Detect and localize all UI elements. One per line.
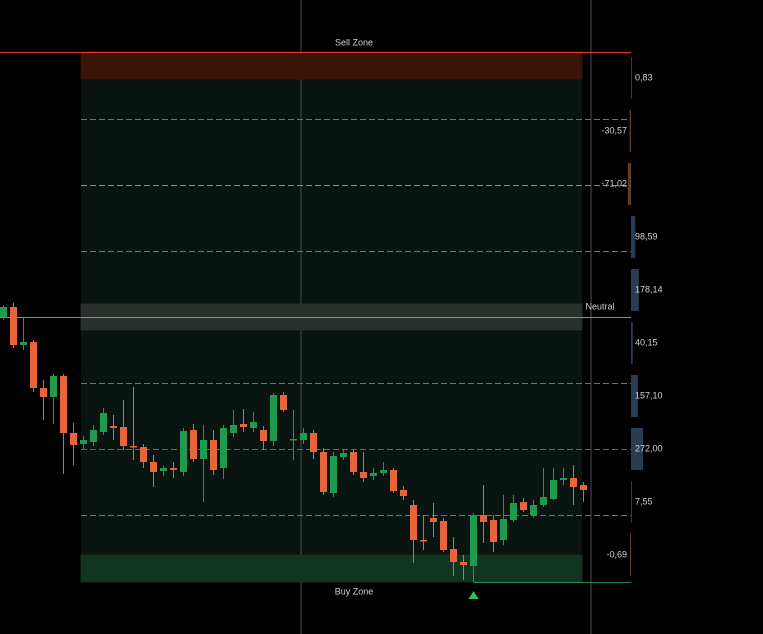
candle-body [510, 503, 517, 520]
zone-label: Neutral [585, 301, 614, 311]
profile-bar [631, 375, 638, 417]
candle-body [430, 518, 437, 522]
signal-marker [468, 591, 479, 599]
candle-body [480, 515, 487, 522]
candle-body [10, 307, 17, 345]
candle-body [30, 342, 37, 388]
candle-body [460, 562, 467, 565]
profile-label: -0,69 [606, 549, 627, 559]
zone [80, 554, 583, 583]
candle-body [410, 505, 417, 540]
candle-body [150, 462, 157, 472]
candle-body [450, 549, 457, 562]
candle-body [550, 480, 557, 499]
profile-label: -30,57 [601, 125, 627, 135]
candle-body [130, 446, 137, 448]
profile-bar [631, 428, 643, 470]
candle-body [580, 485, 587, 490]
profile-label: 40,15 [635, 337, 658, 347]
candle-body [290, 439, 297, 441]
candle-body [70, 433, 77, 445]
profile-bar [631, 216, 636, 258]
candle-body [280, 395, 287, 410]
candle-body [490, 520, 497, 542]
candle-body [60, 376, 67, 433]
candle-body [300, 433, 307, 440]
profile-bar [630, 534, 631, 576]
candle-body [80, 440, 87, 444]
candle-body [100, 413, 107, 432]
candle-body [190, 430, 197, 459]
profile-label: 7,55 [635, 496, 653, 506]
profile-bar [631, 57, 632, 99]
profile-bar [629, 110, 631, 152]
zone-label: Buy Zone [335, 586, 374, 596]
candle-body [200, 440, 207, 459]
candle-body [260, 430, 267, 441]
candle-body [310, 433, 317, 452]
candle-body [180, 431, 187, 472]
profile-label: 157,10 [635, 390, 663, 400]
candle-body [520, 502, 527, 510]
candle-body [160, 468, 167, 471]
candle-body [0, 307, 7, 317]
candle-body [570, 478, 577, 487]
candle-body [330, 456, 337, 493]
candle-body [50, 376, 57, 397]
zone-label: Sell Zone [335, 37, 373, 47]
candle-body [350, 452, 357, 472]
profile-bar [631, 322, 633, 364]
candle-body [560, 478, 567, 480]
candle-body [500, 519, 507, 540]
profile-label: 272,00 [635, 443, 663, 453]
candle-body [40, 388, 47, 397]
candle-body [250, 422, 257, 428]
profile-label: 0,83 [635, 72, 653, 82]
candle-body [340, 453, 347, 457]
candle-body [390, 470, 397, 491]
profile-label: -71,02 [601, 178, 627, 188]
candle-body [540, 497, 547, 505]
profile-bar [631, 481, 632, 523]
candle-body [240, 424, 247, 427]
profile-bar [631, 269, 639, 311]
candle-body [230, 425, 237, 433]
candle-body [110, 426, 117, 428]
candle-body [120, 427, 127, 446]
candle-body [400, 490, 407, 496]
candle-body [360, 472, 367, 478]
candle-body [140, 447, 147, 462]
candle-body [20, 342, 27, 345]
profile-label: 178,14 [635, 284, 663, 294]
candle-body [220, 428, 227, 468]
candle-body [470, 515, 477, 566]
profile-bar [627, 163, 631, 205]
candle-body [420, 540, 427, 542]
profile-label: 98,59 [635, 231, 658, 241]
candle-body [380, 470, 387, 473]
candle-body [370, 473, 377, 476]
candle-body [90, 430, 97, 442]
candle-body [530, 505, 537, 515]
candle-body [170, 468, 177, 470]
candle-body [210, 440, 217, 470]
candle-body [270, 395, 277, 441]
candle-body [440, 521, 447, 550]
zone [80, 51, 583, 80]
candle-body [320, 452, 327, 492]
